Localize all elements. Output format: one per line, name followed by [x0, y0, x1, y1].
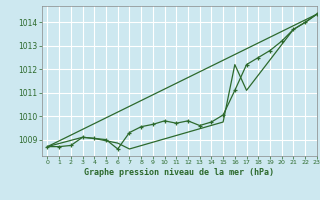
- X-axis label: Graphe pression niveau de la mer (hPa): Graphe pression niveau de la mer (hPa): [84, 168, 274, 177]
